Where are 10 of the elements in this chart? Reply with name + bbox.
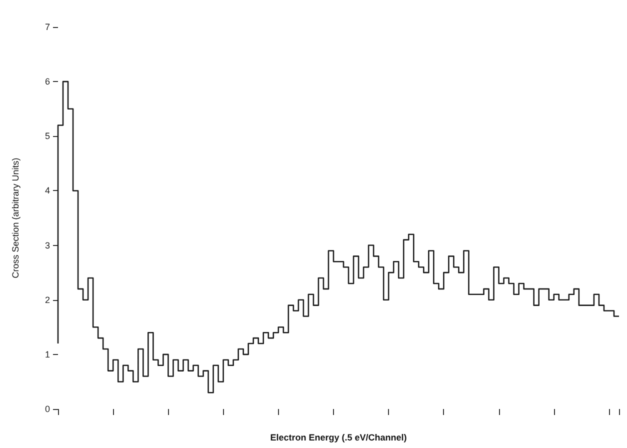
y-tick-label: 3 bbox=[44, 240, 50, 250]
y-tick-label: 4 bbox=[44, 186, 50, 196]
y-tick-label: 0 bbox=[44, 404, 50, 414]
y-tick-label: 7 bbox=[44, 22, 50, 32]
y-tick-label: 2 bbox=[44, 294, 50, 305]
y-tick-label: 5 bbox=[44, 131, 50, 142]
y-tick-label: 6 bbox=[44, 76, 50, 87]
x-axis-title: Electron Energy (.5 eV/Channel) bbox=[270, 432, 407, 442]
y-axis-title: Cross Section (arbitrary Units) bbox=[10, 158, 20, 278]
y-tick-label: 1 bbox=[44, 349, 50, 360]
